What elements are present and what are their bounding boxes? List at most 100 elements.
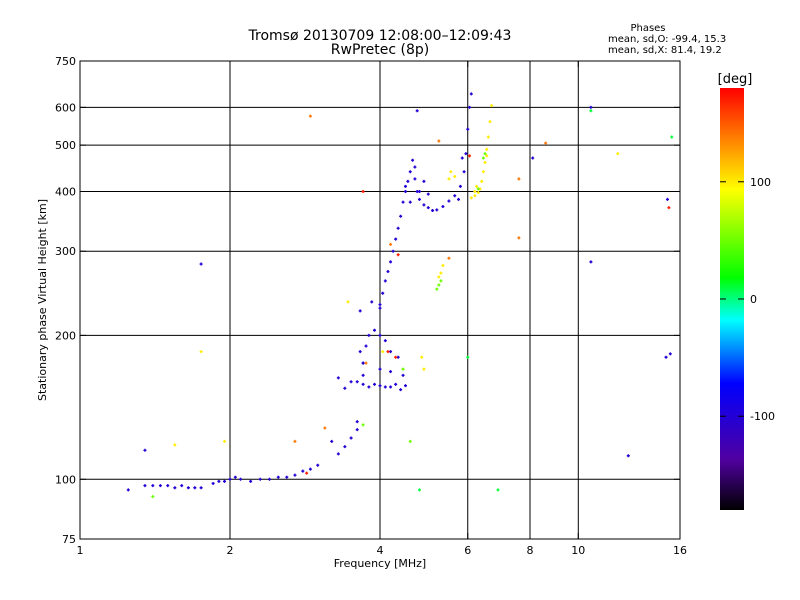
- colorbar-tick-label: 0: [750, 293, 757, 306]
- data-point: [173, 443, 177, 447]
- data-point: [480, 179, 484, 183]
- data-point: [475, 184, 479, 188]
- data-point: [490, 104, 494, 108]
- data-point: [396, 355, 400, 359]
- data-point: [447, 199, 451, 203]
- data-point: [417, 488, 421, 492]
- data-point: [391, 249, 395, 253]
- data-point: [301, 469, 305, 473]
- data-point: [367, 385, 371, 389]
- data-point: [394, 237, 398, 241]
- data-point: [439, 279, 443, 283]
- data-point: [349, 380, 353, 384]
- x-tick-label: 1: [77, 544, 84, 557]
- data-point: [343, 445, 347, 449]
- data-point: [437, 283, 441, 287]
- data-point: [308, 114, 312, 118]
- colorbar-tick-label: 100: [750, 176, 771, 189]
- data-point: [401, 373, 405, 377]
- chart-subtitle: RwPretec (8p): [331, 42, 429, 58]
- x-tick-label: 10: [571, 544, 585, 557]
- data-point: [336, 376, 340, 380]
- data-point: [383, 279, 387, 283]
- data-points: [126, 92, 674, 499]
- x-tick-label: 6: [464, 544, 471, 557]
- data-point: [378, 306, 382, 310]
- plot-area: 1 2 4 6 8 10 16 75 100 200 300 400 500 600 750: [55, 55, 687, 557]
- data-point: [378, 303, 382, 307]
- data-point: [488, 120, 492, 124]
- data-point: [361, 382, 365, 386]
- data-point: [437, 275, 441, 279]
- data-point: [473, 189, 477, 193]
- data-point: [233, 475, 237, 479]
- y-tick-label: 400: [55, 185, 76, 198]
- data-point: [458, 184, 462, 188]
- data-point: [166, 484, 170, 488]
- data-point: [413, 177, 417, 181]
- data-point: [476, 191, 480, 195]
- data-point: [193, 486, 197, 490]
- data-point: [422, 179, 426, 183]
- data-point: [435, 208, 439, 212]
- data-point: [355, 380, 359, 384]
- data-point: [441, 205, 445, 209]
- data-point: [426, 206, 430, 210]
- data-point: [422, 203, 426, 207]
- chart-title: Tromsø 20130709 12:08:00–12:09:43: [248, 28, 512, 44]
- data-point: [431, 209, 435, 213]
- data-point: [143, 448, 147, 452]
- data-point: [383, 339, 387, 343]
- data-point: [411, 158, 415, 162]
- y-axis-label: Stationary phase Virtual Height [km]: [36, 199, 49, 401]
- data-point: [361, 361, 365, 365]
- data-point: [420, 355, 424, 359]
- data-point: [364, 361, 368, 365]
- data-point: [305, 471, 309, 475]
- data-point: [468, 154, 472, 158]
- data-point: [199, 350, 203, 354]
- data-point: [399, 214, 403, 218]
- data-point: [267, 477, 271, 481]
- data-point: [389, 242, 393, 246]
- data-point: [626, 454, 630, 458]
- data-point: [381, 350, 385, 354]
- data-point: [417, 189, 421, 193]
- data-point: [413, 165, 417, 169]
- data-point: [408, 200, 412, 204]
- data-point: [616, 152, 620, 156]
- data-point: [386, 270, 390, 274]
- data-point: [258, 477, 262, 481]
- x-tick-label: 4: [377, 544, 384, 557]
- data-point: [667, 206, 671, 210]
- y-tick-label: 600: [55, 101, 76, 114]
- data-point: [403, 184, 407, 188]
- data-point: [531, 156, 535, 160]
- data-point: [469, 92, 473, 96]
- data-point: [453, 174, 457, 178]
- data-point: [364, 344, 368, 348]
- data-point: [370, 300, 374, 304]
- data-point: [217, 479, 221, 483]
- data-point: [464, 152, 468, 156]
- data-point: [396, 226, 400, 230]
- colorbar-ticks: -100 0 100: [720, 176, 775, 423]
- phase-stats-o: mean, sd,O: -99.4, 15.3: [608, 34, 726, 45]
- data-point: [468, 105, 472, 109]
- data-point: [437, 139, 441, 143]
- data-point: [355, 428, 359, 432]
- data-point: [485, 154, 489, 158]
- data-point: [399, 388, 403, 392]
- data-point: [394, 382, 398, 386]
- data-point: [457, 197, 461, 201]
- data-point: [403, 189, 407, 193]
- data-point: [358, 350, 362, 354]
- data-point: [486, 135, 490, 139]
- data-point: [249, 479, 253, 483]
- data-point: [143, 484, 147, 488]
- data-point: [481, 156, 485, 160]
- data-point: [228, 477, 232, 481]
- data-point: [389, 370, 393, 374]
- y-tick-label: 300: [55, 245, 76, 258]
